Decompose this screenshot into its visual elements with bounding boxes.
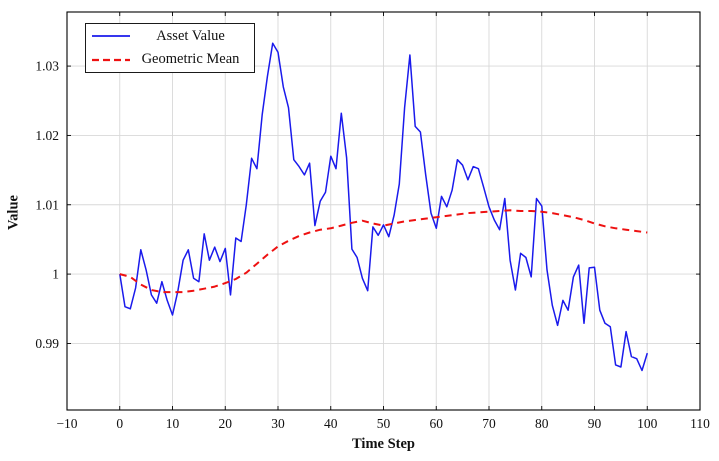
x-tick-label: 30: [271, 416, 285, 431]
x-tick-label: 40: [324, 416, 338, 431]
y-tick-label: 1: [52, 267, 59, 282]
x-tick-label: 50: [377, 416, 391, 431]
y-tick-label: 1.03: [35, 59, 59, 74]
legend-label: Asset Value: [156, 27, 225, 44]
x-tick-label: 100: [637, 416, 658, 431]
x-tick-label: 10: [166, 416, 180, 431]
y-tick-label: 1.02: [35, 128, 59, 143]
legend-swatch-dashed-line-icon: [92, 58, 130, 61]
y-tick-label: 0.99: [35, 336, 59, 351]
x-axis-title: Time Step: [352, 436, 415, 452]
y-tick-label: 1.01: [35, 197, 59, 212]
x-tick-label: 80: [535, 416, 549, 431]
series-line-0: [119, 42, 649, 372]
x-tick-label: 20: [219, 416, 233, 431]
legend-label: Geometric Mean: [141, 51, 240, 68]
x-tick-label: 60: [430, 416, 444, 431]
chart-legend: Asset Value Geometric Mean: [85, 23, 255, 73]
y-axis-title: Value: [5, 195, 22, 230]
legend-item-asset-value: Asset Value: [86, 25, 254, 47]
x-tick-label: 0: [116, 416, 123, 431]
x-tick-label: 70: [482, 416, 496, 431]
plot-border: [66, 11, 701, 411]
legend-item-geometric-mean: Geometric Mean: [86, 49, 254, 71]
legend-swatch-solid-line-icon: [92, 35, 130, 38]
x-tick-label: 110: [690, 416, 710, 431]
x-tick-label: −10: [56, 416, 77, 431]
x-tick-label: 90: [588, 416, 602, 431]
